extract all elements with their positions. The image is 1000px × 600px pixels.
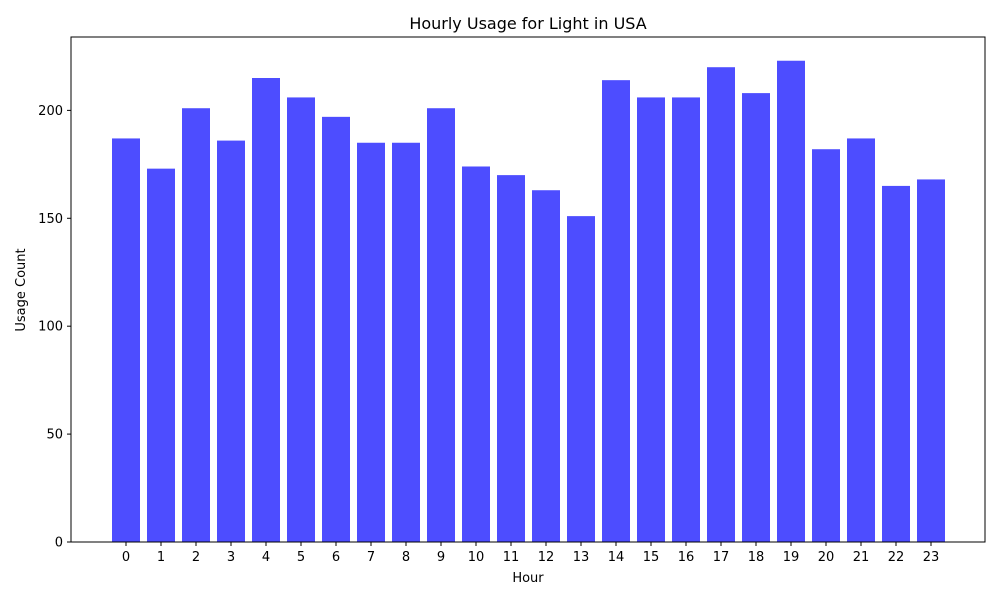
bar-hour-13 xyxy=(567,216,595,542)
y-tick-label: 150 xyxy=(38,212,63,227)
x-tick-label: 7 xyxy=(367,550,375,565)
x-tick-label: 19 xyxy=(783,550,800,565)
bar-hour-7 xyxy=(357,142,385,542)
bar-hour-8 xyxy=(392,142,420,542)
y-tick-label: 50 xyxy=(46,428,63,443)
bar-hour-11 xyxy=(497,175,525,542)
y-axis-title: Usage Count xyxy=(14,248,29,331)
bar-hour-4 xyxy=(252,78,280,542)
y-tick-label: 100 xyxy=(38,320,63,335)
y-axis: 0 50 100 150 200 xyxy=(38,104,71,551)
x-tick-label: 12 xyxy=(538,550,555,565)
x-tick-label: 8 xyxy=(402,550,410,565)
x-tick-label: 2 xyxy=(192,550,200,565)
bar-hour-1 xyxy=(147,168,175,542)
bar-hour-2 xyxy=(182,108,210,542)
bar-hour-0 xyxy=(112,138,140,542)
x-tick-label: 14 xyxy=(608,550,625,565)
x-axis: 0 1 2 3 4 5 6 7 8 9 10 11 12 13 14 15 16 17 18 19 20 21 22 23 xyxy=(122,542,939,565)
bar-hour-14 xyxy=(602,80,630,543)
bar-hour-10 xyxy=(462,166,490,542)
bar-hour-20 xyxy=(812,149,840,542)
bar-hour-16 xyxy=(672,97,700,542)
x-axis-title: Hour xyxy=(512,571,544,586)
x-tick-label: 15 xyxy=(643,550,660,565)
x-tick-label: 21 xyxy=(853,550,870,565)
x-tick-label: 4 xyxy=(262,550,270,565)
bar-hour-22 xyxy=(882,185,910,542)
x-tick-label: 20 xyxy=(818,550,835,565)
bars-layer xyxy=(112,60,945,543)
bar-hour-3 xyxy=(217,140,245,543)
chart-title: Hourly Usage for Light in USA xyxy=(409,14,646,33)
bar-hour-21 xyxy=(847,138,875,542)
bar-hour-15 xyxy=(637,97,665,542)
x-tick-label: 3 xyxy=(227,550,235,565)
x-tick-label: 23 xyxy=(923,550,940,565)
x-tick-label: 16 xyxy=(678,550,695,565)
x-tick-label: 18 xyxy=(748,550,765,565)
x-tick-label: 10 xyxy=(468,550,485,565)
x-tick-label: 5 xyxy=(297,550,305,565)
bar-hour-6 xyxy=(322,116,350,542)
x-tick-label: 11 xyxy=(503,550,520,565)
bar-hour-17 xyxy=(707,67,735,542)
bar-hour-9 xyxy=(427,108,455,542)
x-tick-label: 17 xyxy=(713,550,730,565)
x-tick-label: 6 xyxy=(332,550,340,565)
x-tick-label: 13 xyxy=(573,550,590,565)
bar-hour-23 xyxy=(917,179,945,542)
plot-frame xyxy=(70,36,986,543)
bar-hour-18 xyxy=(742,93,770,542)
y-tick-label: 200 xyxy=(38,104,63,119)
x-tick-label: 0 xyxy=(122,550,130,565)
bar-hour-12 xyxy=(532,190,560,542)
bar-hour-19 xyxy=(777,60,805,542)
x-tick-label: 9 xyxy=(437,550,445,565)
y-tick-label: 0 xyxy=(55,536,63,551)
bar-hour-5 xyxy=(287,97,315,542)
x-tick-label: 22 xyxy=(888,550,905,565)
x-tick-label: 1 xyxy=(157,550,165,565)
